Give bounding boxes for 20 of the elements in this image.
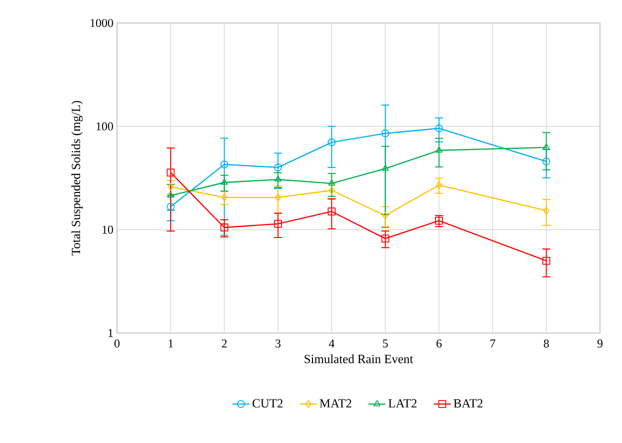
x-tick-label: 6 [436, 340, 442, 348]
x-axis-title: Simulated Rain Event [304, 354, 414, 364]
x-tick-label: 0 [114, 340, 120, 348]
x-tick-label: 5 [383, 340, 388, 348]
y-tick-label: 10 [102, 226, 114, 234]
x-tick-label: 3 [276, 340, 281, 348]
legend-label: MAT2 [320, 399, 352, 408]
y-tick-label: 1000 [90, 18, 114, 28]
legend-label: BAT2 [454, 399, 482, 408]
y-axis-title: Total Suspended Solids (mg/L) [71, 100, 83, 256]
x-tick-label: 9 [597, 340, 602, 348]
legend-label: CUT2 [252, 399, 283, 408]
x-tick-label: 2 [222, 340, 227, 348]
legend-label: LAT2 [388, 399, 416, 408]
x-tick-label: 1 [168, 340, 173, 348]
y-tick-label: 100 [96, 122, 114, 130]
x-tick-label: 7 [490, 340, 496, 348]
y-tick-label: 1 [108, 329, 113, 337]
x-tick-label: 4 [328, 340, 334, 348]
x-tick-label: 8 [544, 340, 549, 348]
